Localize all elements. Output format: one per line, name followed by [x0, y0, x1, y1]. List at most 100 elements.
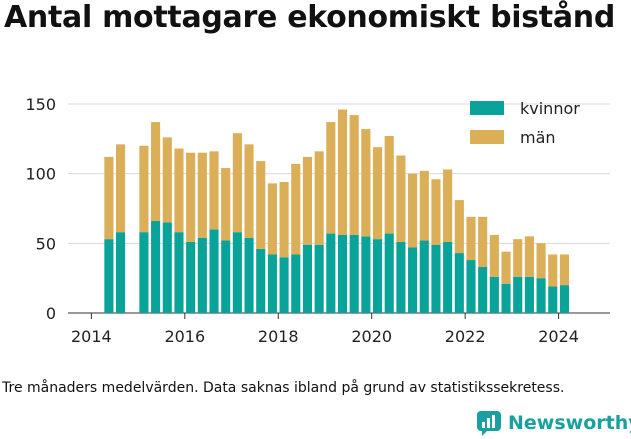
bar-man-25 [408, 173, 418, 248]
bar-kvinnor-30 [466, 260, 476, 313]
x-tick-label-2020: 2020 [351, 327, 392, 346]
bar-kvinnor-20 [349, 234, 359, 313]
bar-kvinnor-12 [256, 248, 266, 313]
x-axis-ticks: 2014 2016 2018 2020 2022 2024 [71, 313, 579, 346]
bar-man-5 [174, 148, 184, 233]
x-tick-label-2014: 2014 [71, 327, 112, 346]
newsworthy-logo-icon [477, 411, 501, 436]
bar-man-0 [104, 156, 114, 240]
bar-man-27 [431, 179, 441, 245]
bar-man-7 [197, 152, 207, 238]
bar-man-33 [501, 251, 511, 284]
bar-man-15 [291, 163, 301, 255]
x-tick-label-2024: 2024 [538, 327, 579, 346]
bar-man-4 [162, 137, 172, 223]
y-axis-ticks: 0 50 100 150 [25, 95, 56, 323]
bar-kvinnor-35 [524, 276, 534, 313]
bar-man-14 [279, 181, 289, 258]
bar-man-8 [209, 151, 219, 230]
bar-kvinnor-16 [302, 244, 313, 313]
bar-kvinnor-5 [174, 232, 184, 313]
bar-man-36 [536, 243, 546, 279]
bar-kvinnor-22 [372, 239, 383, 313]
bar-chart: 0 50 100 150 2014 2016 2018 2020 2022 2024 kvinn… [25, 95, 610, 346]
legend-swatch-man [470, 130, 504, 144]
y-tick-label-50: 50 [36, 234, 56, 253]
bars [104, 109, 569, 313]
x-tick-label-2018: 2018 [258, 327, 299, 346]
legend: kvinnor män [470, 99, 580, 147]
bar-kvinnor-34 [513, 276, 523, 313]
brand-logo[interactable]: Newsworthy [476, 409, 631, 437]
bar-man-21 [361, 129, 371, 237]
bar-man-3 [151, 122, 161, 222]
bar-kvinnor-3 [151, 221, 161, 313]
bar-kvinnor-33 [501, 283, 511, 313]
bar-kvinnor-1 [116, 232, 126, 313]
bar-kvinnor-0 [104, 239, 114, 313]
y-tick-label-150: 150 [25, 95, 56, 114]
chart-title: Antal mottagare ekonomiskt bistånd [4, 0, 616, 35]
bar-man-26 [419, 170, 429, 241]
bar-kvinnor-31 [478, 267, 488, 313]
bar-man-22 [372, 147, 383, 240]
bar-man-12 [256, 161, 266, 249]
bar-kvinnor-14 [279, 257, 289, 313]
brand-name: Newsworthy [508, 412, 631, 434]
bar-man-9 [221, 168, 231, 241]
bar-kvinnor-19 [337, 234, 348, 313]
footnote: Tre månaders medelvärden. Data saknas ib… [2, 380, 565, 396]
bar-kvinnor-6 [186, 241, 196, 313]
x-tick-label-2022: 2022 [445, 327, 486, 346]
bar-kvinnor-26 [419, 240, 429, 313]
bar-man-18 [326, 122, 336, 234]
bar-kvinnor-32 [489, 276, 499, 313]
bar-kvinnor-36 [536, 278, 546, 313]
bar-man-16 [302, 156, 313, 245]
bar-man-23 [384, 135, 394, 234]
bar-kvinnor-9 [221, 240, 231, 313]
bar-man-34 [513, 239, 523, 277]
bar-kvinnor-27 [431, 244, 441, 313]
bar-man-17 [314, 151, 324, 245]
bar-kvinnor-28 [443, 241, 453, 313]
bar-man-35 [524, 236, 534, 277]
bar-kvinnor-29 [454, 253, 464, 313]
x-tick-label-2016: 2016 [164, 327, 205, 346]
bar-man-37 [548, 254, 558, 287]
y-tick-label-0: 0 [46, 304, 56, 323]
bar-man-38 [559, 254, 569, 286]
bar-man-13 [267, 183, 277, 255]
bar-kvinnor-2 [139, 232, 149, 313]
bar-kvinnor-21 [361, 236, 371, 313]
bar-kvinnor-13 [267, 254, 277, 313]
bar-kvinnor-25 [408, 247, 418, 313]
bar-man-31 [478, 216, 488, 268]
bar-man-30 [466, 216, 476, 261]
bar-kvinnor-7 [197, 237, 207, 313]
bar-kvinnor-11 [244, 237, 254, 313]
bar-man-1 [116, 144, 126, 233]
bar-kvinnor-23 [384, 233, 394, 313]
bar-man-32 [489, 234, 499, 277]
bar-man-10 [232, 133, 242, 233]
bar-kvinnor-18 [326, 233, 336, 313]
bar-kvinnor-17 [314, 244, 324, 313]
bar-man-11 [244, 144, 254, 238]
legend-label-man: män [520, 128, 556, 147]
legend-swatch-kvinnor [470, 101, 504, 115]
bar-kvinnor-24 [396, 241, 406, 313]
y-tick-label-100: 100 [25, 165, 56, 184]
bar-kvinnor-8 [209, 229, 219, 313]
bar-man-24 [396, 155, 406, 242]
bar-man-29 [454, 200, 464, 254]
bar-man-19 [337, 109, 348, 235]
legend-label-kvinnor: kvinnor [520, 99, 580, 118]
bar-kvinnor-37 [548, 286, 558, 313]
bar-man-20 [349, 115, 359, 235]
bar-kvinnor-15 [291, 254, 301, 313]
bar-kvinnor-4 [162, 222, 172, 313]
bar-man-28 [443, 169, 453, 242]
bar-man-6 [186, 152, 196, 242]
bar-kvinnor-38 [559, 285, 569, 313]
